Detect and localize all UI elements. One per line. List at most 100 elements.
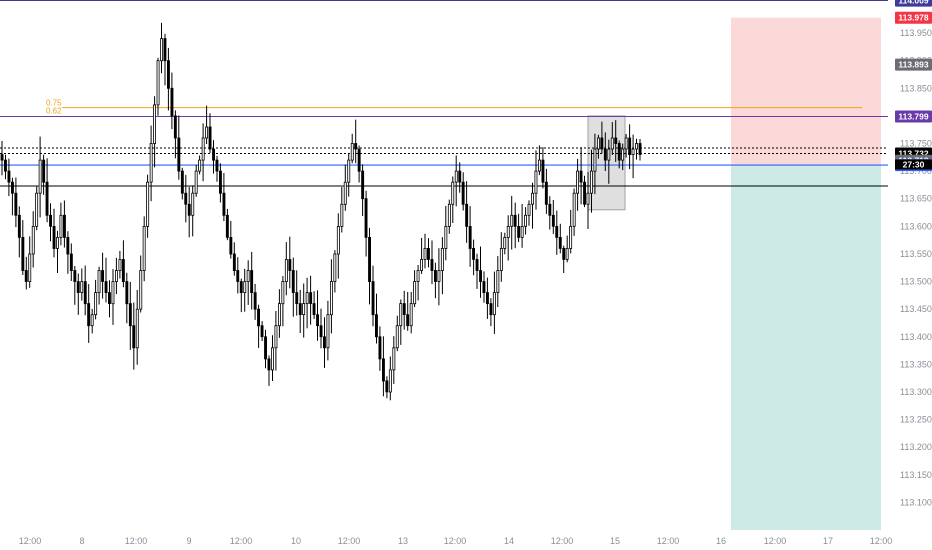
candle-body [267, 358, 271, 371]
candle-body [218, 170, 222, 194]
candle-body [371, 281, 375, 316]
candle-body [184, 192, 188, 205]
candle-body [108, 292, 111, 305]
candle-body [229, 236, 233, 255]
candle-body [284, 259, 288, 283]
candle-body [42, 159, 46, 183]
price-tag-label: 114.009 [898, 0, 929, 6]
candle-body [291, 270, 295, 294]
candle-body [298, 303, 302, 316]
candle-body [343, 181, 347, 205]
candle-body [354, 143, 358, 150]
candle-body [198, 159, 202, 172]
candle-body [492, 292, 496, 316]
time-axis-label: 12:00 [338, 536, 361, 546]
candle-body [309, 292, 313, 305]
candle-body [132, 325, 136, 349]
candle-body [603, 148, 607, 161]
candle-body [517, 225, 521, 238]
candle-body [416, 270, 420, 282]
price-tag-label: 113.978 [898, 13, 929, 23]
candle-body [610, 137, 614, 150]
candle-body [101, 270, 104, 282]
candle-body [590, 170, 593, 194]
candle-body [368, 236, 371, 282]
candle-body [35, 192, 39, 227]
candle-body [388, 369, 392, 393]
candle-body [170, 87, 174, 117]
candle-body [340, 203, 344, 227]
candle-body [465, 203, 469, 227]
candle-body [395, 325, 399, 349]
candle-body [541, 159, 545, 183]
candle-body [544, 181, 548, 205]
candle-body [10, 181, 14, 194]
candle-body [52, 225, 56, 249]
candle-body [385, 380, 389, 393]
price-axis-label: 113.550 [900, 249, 932, 259]
candle-body [59, 214, 63, 238]
candle-body [496, 270, 500, 294]
candle-body [288, 259, 292, 271]
candle-body [45, 181, 49, 216]
candle-body [572, 192, 576, 227]
candle-body [565, 247, 569, 260]
candle-body [208, 126, 212, 150]
candle-body [319, 325, 323, 338]
time-axis-label: 12:00 [125, 536, 148, 546]
candle-body [250, 270, 254, 294]
time-axis-label: 15 [610, 536, 620, 546]
price-tag-label: 113.893 [898, 60, 929, 70]
time-axis[interactable]: 12:00 8 12:00 9 12:00 10 12:00 13 12:00 14 12:00 15… [19, 536, 893, 546]
candle-body [624, 137, 628, 150]
candle-body [121, 259, 125, 283]
candle-body [374, 314, 378, 338]
candle-body [378, 336, 382, 360]
candle-body [482, 281, 486, 294]
candle-body [409, 303, 413, 327]
candle-body [454, 170, 458, 183]
candle-body [302, 303, 306, 316]
candle-body [0, 154, 4, 161]
candle-body [520, 225, 524, 238]
candle-body [83, 281, 87, 305]
candle-body [146, 181, 150, 227]
candle-body [128, 303, 132, 327]
candle-body [104, 281, 108, 294]
candle-body [406, 314, 410, 327]
candle-body [600, 137, 604, 150]
candle-body [21, 236, 25, 271]
candle-body [437, 270, 441, 282]
candle-body [194, 170, 198, 194]
zones-layer [587, 17, 881, 530]
candle-body [232, 253, 236, 272]
candle-body [215, 159, 219, 172]
candle-body [66, 236, 70, 255]
candle-body [392, 347, 396, 371]
candle-body [479, 270, 482, 282]
candle-body [506, 225, 510, 238]
candle-body [149, 143, 153, 183]
candle-body [430, 259, 434, 271]
price-axis-label: 113.950 [900, 28, 932, 38]
candle-body [225, 214, 229, 238]
candle-body [402, 303, 406, 316]
candle-body [246, 270, 250, 282]
price-axis-label: 113.500 [900, 277, 932, 287]
time-axis-label: 14 [504, 536, 514, 546]
candle-body [562, 247, 566, 260]
price-axis-label: 113.650 [900, 194, 932, 204]
price-axis-label: 113.300 [900, 387, 932, 397]
price-tag [895, 11, 932, 24]
candle-body [527, 203, 531, 216]
candle-body [56, 236, 59, 249]
price-tags-layer: 114.009 113.978 113.893 113.799 113.732113.7… [895, 0, 932, 172]
candle-body [614, 137, 618, 144]
candle-body [621, 148, 625, 161]
price-axis-label: 113.350 [900, 359, 932, 369]
time-axis-label: 12:00 [764, 536, 787, 546]
candle-body [63, 214, 66, 238]
candle-body [531, 192, 534, 205]
